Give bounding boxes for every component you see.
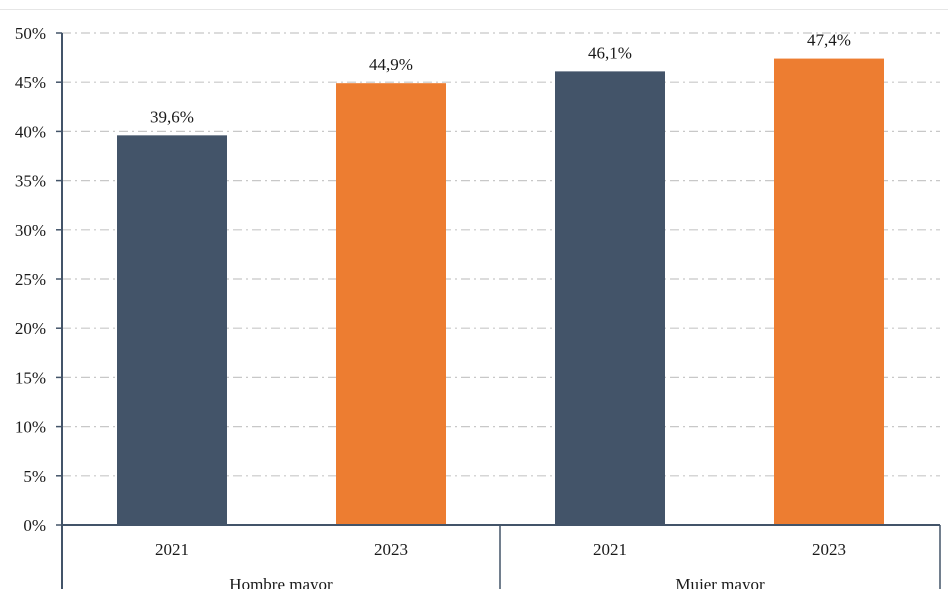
- y-tick-label: 5%: [23, 467, 46, 486]
- bars: [117, 58, 884, 526]
- y-tick-label: 20%: [15, 319, 46, 338]
- x-group-label: Hombre mayor: [229, 575, 333, 589]
- y-tick-label: 15%: [15, 368, 46, 387]
- x-category-label: 2021: [593, 540, 627, 559]
- labels: 0% 5% 10% 15% 20% 25% 30% 35% 40% 45% 50% 39,6% 44,9…: [15, 24, 851, 589]
- data-label: 47,4%: [807, 31, 851, 50]
- x-category-label: 2021: [155, 540, 189, 559]
- y-tick-label: 35%: [15, 172, 46, 191]
- bar: [117, 135, 227, 525]
- y-tick-label: 25%: [15, 270, 46, 289]
- bar: [336, 83, 446, 526]
- y-tick-label: 0%: [23, 516, 46, 535]
- y-tick-label: 45%: [15, 73, 46, 92]
- x-category-label: 2023: [812, 540, 846, 559]
- top-divider: [0, 9, 948, 10]
- axes: [56, 32, 941, 589]
- x-category-label: 2023: [374, 540, 408, 559]
- data-label: 46,1%: [588, 43, 632, 62]
- y-tick-label: 50%: [15, 24, 46, 43]
- y-tick-label: 30%: [15, 221, 46, 240]
- data-label: 39,6%: [150, 107, 194, 126]
- x-group-label: Mujer mayor: [675, 575, 765, 589]
- y-tick-label: 40%: [15, 122, 46, 141]
- bar: [774, 58, 884, 526]
- data-label: 44,9%: [369, 55, 413, 74]
- bar: [555, 71, 665, 525]
- y-tick-label: 10%: [15, 418, 46, 437]
